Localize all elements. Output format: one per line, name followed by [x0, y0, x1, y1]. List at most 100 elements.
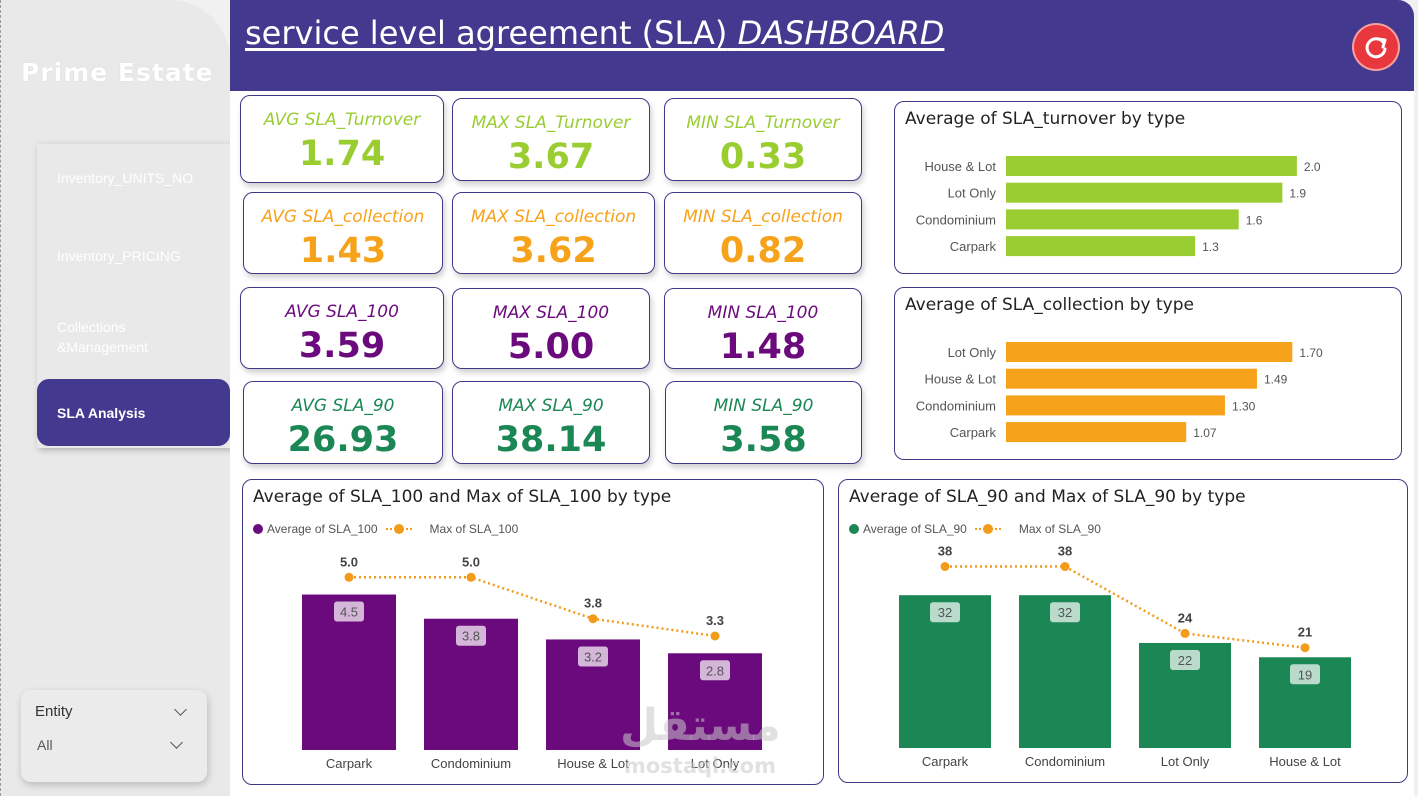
kpi-card: MIN SLA_100 1.48 — [664, 288, 862, 369]
kpi-value: 0.82 — [719, 231, 807, 271]
nav-item-collections[interactable]: Collections &Management — [57, 319, 149, 355]
kpi-card: MIN SLA_collection 0.82 — [664, 192, 862, 274]
bar — [1006, 156, 1297, 176]
bar-label-bg — [1170, 649, 1200, 670]
kpi-value: 3.59 — [298, 326, 386, 366]
bar-label-bg — [456, 625, 486, 646]
bar — [1006, 395, 1225, 416]
turnover-chart-panel: Average of SLA_turnover by type House & … — [894, 101, 1402, 274]
collection-bar-chart: Lot Only 1.70 House & Lot 1.49 Condominium 1.… — [916, 342, 1323, 443]
legend-dot-icon — [849, 524, 859, 534]
bar — [1006, 368, 1257, 389]
kpi-label: AVG SLA_90 — [291, 396, 395, 416]
line-data-label: 5.0 — [462, 554, 480, 569]
data-label: 1.9 — [1289, 187, 1306, 201]
y-tick-label: Condominium — [916, 212, 996, 227]
bar-data-label: 32 — [1058, 605, 1072, 620]
bar-label-bg — [1290, 664, 1320, 685]
y-tick-label: Lot Only — [948, 186, 997, 201]
x-tick-label: Carpark — [922, 754, 969, 769]
slicer-selected-value[interactable]: All — [37, 737, 53, 753]
kpi-card: MAX SLA_90 38.14 — [452, 381, 650, 464]
kpi-label: MIN SLA_Turnover — [686, 113, 840, 133]
line-point — [344, 572, 354, 582]
kpi-card: MAX SLA_100 5.00 — [452, 288, 650, 369]
bar-data-label: 19 — [1298, 667, 1312, 682]
x-tick-label: Carpark — [326, 756, 373, 771]
x-tick-label: House & Lot — [1269, 754, 1341, 769]
bar-data-label: 3.2 — [584, 649, 602, 664]
legend-label: Max of SLA_90 — [1018, 522, 1101, 536]
kpi-label: MAX SLA_90 — [498, 396, 604, 416]
chevron-down-icon[interactable] — [170, 736, 183, 749]
sla90-combo-chart: 32 Carpark 32 Condominium 22 Lot Only 19 House … — [899, 544, 1351, 769]
kpi-card: MIN SLA_Turnover 0.33 — [664, 98, 862, 181]
title-emphasis: DASHBOARD — [737, 14, 945, 52]
data-label: 1.49 — [1264, 373, 1288, 387]
kpi-label: MAX SLA_Turnover — [471, 113, 631, 133]
bar — [1006, 342, 1293, 362]
bar-label-bg — [930, 602, 960, 623]
line-data-label: 24 — [1178, 610, 1193, 625]
nav-item-sla-analysis[interactable]: SLA Analysis — [37, 379, 230, 446]
entity-slicer[interactable]: Entity All — [21, 690, 207, 782]
kpi-label: AVG SLA_Turnover — [263, 110, 421, 130]
bar — [1006, 422, 1187, 443]
kpi-card: AVG SLA_collection 1.43 — [243, 192, 443, 274]
kpi-card: MIN SLA_90 3.58 — [665, 381, 862, 464]
kpi-label: MIN SLA_100 — [707, 303, 819, 323]
bar-data-label: 2.8 — [706, 663, 724, 678]
kpi-value: 1.43 — [299, 231, 387, 271]
page-title: service level agreement (SLA) DASHBOARD — [245, 14, 944, 52]
x-tick-label: Condominium — [1025, 754, 1105, 769]
kpi-value: 0.33 — [719, 137, 807, 177]
legend-dot-icon — [253, 524, 263, 534]
kpi-value: 3.67 — [507, 137, 595, 177]
kpi-card: MAX SLA_collection 3.62 — [452, 192, 655, 274]
kpi-label: AVG SLA_collection — [261, 207, 425, 227]
kpi-value: 38.14 — [495, 420, 607, 460]
nav-item-inventory-pricing[interactable]: Inventory_PRICING — [57, 248, 181, 264]
kpi-value: 3.62 — [510, 231, 597, 271]
title-main: service level agreement (SLA) — [245, 14, 728, 52]
kpi-value: 5.00 — [507, 327, 595, 367]
watermark-latin: mostaql.com — [624, 754, 776, 778]
bar — [1006, 182, 1283, 203]
bar-label-bg — [1050, 602, 1080, 623]
kpi-card: AVG SLA_90 26.93 — [243, 381, 443, 464]
kpi-label: MIN SLA_90 — [713, 396, 814, 416]
line-data-label: 3.3 — [706, 613, 724, 628]
refresh-icon — [1365, 37, 1387, 59]
line-point — [1300, 643, 1310, 653]
bar-data-label: 3.8 — [462, 629, 480, 644]
line-data-label: 38 — [1058, 544, 1072, 559]
watermark-arabic: مستقل — [620, 700, 781, 751]
data-label: 2.0 — [1304, 160, 1321, 174]
y-tick-label: House & Lot — [924, 159, 996, 174]
data-label: 1.30 — [1232, 399, 1256, 413]
y-tick-label: House & Lot — [924, 372, 996, 387]
collection-chart-panel: Average of SLA_collection by type Lot On… — [894, 287, 1402, 460]
nav-item-inventory-units[interactable]: Inventory_UNITS_NO — [57, 170, 194, 186]
data-label: 1.3 — [1202, 240, 1219, 254]
sla100-chart-panel: Average of SLA_100 and Max of SLA_100 by… — [242, 479, 824, 785]
kpi-value: 3.58 — [720, 420, 807, 460]
line-point — [940, 562, 950, 572]
x-tick-label: Lot Only — [1161, 754, 1210, 769]
y-tick-label: Condominium — [916, 398, 996, 413]
data-label: 1.6 — [1246, 213, 1263, 227]
x-tick-label: House & Lot — [557, 756, 629, 771]
header-bar: service level agreement (SLA) DASHBOARD — [230, 0, 1414, 91]
bar-label-bg — [700, 660, 730, 681]
kpi-value: 1.48 — [719, 327, 807, 367]
bar — [1006, 236, 1196, 257]
y-tick-label: Carpark — [950, 239, 997, 254]
y-tick-label: Carpark — [950, 425, 997, 440]
legend-label: Max of SLA_100 — [429, 522, 519, 536]
bar-data-label: 4.5 — [340, 605, 358, 620]
refresh-button[interactable] — [1354, 25, 1398, 69]
chevron-down-icon[interactable] — [174, 703, 187, 716]
legend-label: Average of SLA_90 — [863, 522, 967, 536]
data-label: 1.70 — [1299, 346, 1323, 360]
bar-label-bg — [578, 646, 608, 667]
